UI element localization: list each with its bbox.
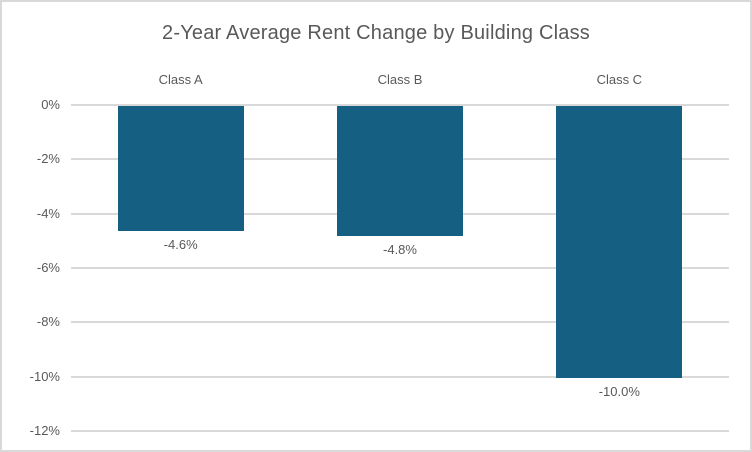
bar [556,106,683,378]
gridline [71,375,729,378]
y-tick-label: -10% [29,368,60,384]
gridline [71,104,729,106]
bar-value-label: -4.8% [383,242,417,258]
y-tick-label: -12% [29,422,60,438]
category-label: Class B [377,72,423,87]
y-tick-label: -4% [36,205,60,221]
bar [117,106,244,231]
chart-title: 2-Year Average Rent Change by Building C… [162,22,590,44]
gridline [71,321,729,324]
gridline [71,429,729,432]
bar-value-label: -4.6% [163,236,198,252]
y-tick-label: -6% [36,259,60,275]
bar-value-label: -10.0% [598,383,640,399]
category-label: Class C [596,72,643,87]
y-tick-label: 0% [41,97,60,112]
y-tick-label: -8% [36,314,60,330]
y-tick-label: -2% [36,151,60,167]
category-label: Class A [158,72,203,87]
bar [337,106,463,237]
gridline [71,266,729,269]
